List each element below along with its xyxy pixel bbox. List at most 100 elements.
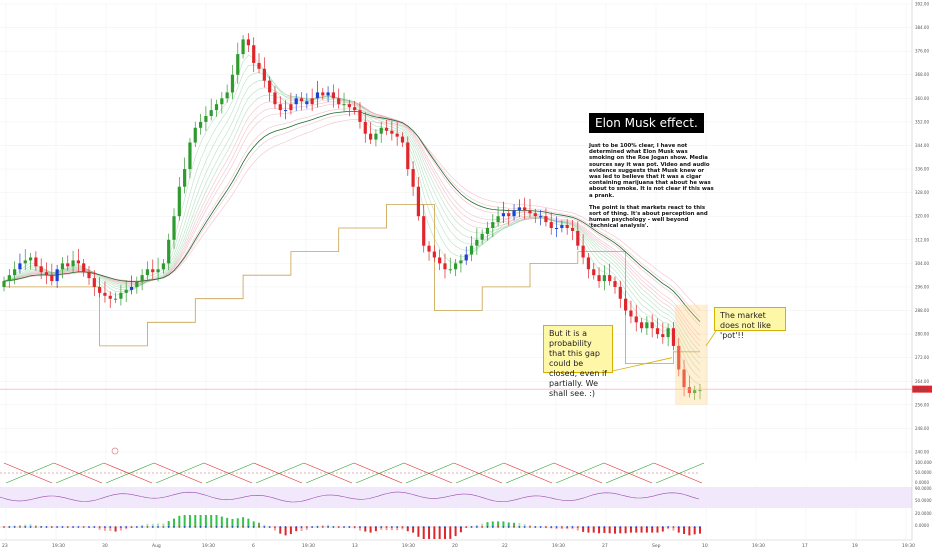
candle-body [289, 104, 293, 111]
osc3-dot [300, 526, 303, 528]
osc3-dot [401, 526, 404, 528]
candle-body [347, 104, 351, 108]
candle-body [629, 310, 633, 317]
candle-body [87, 272, 91, 279]
candle-body [156, 269, 160, 273]
osc3-histogram-bar [486, 522, 489, 527]
osc3-dot [8, 526, 11, 528]
osc3-histogram-bar [428, 527, 431, 539]
x-tick-label: 19 [852, 543, 858, 549]
osc3-dot [295, 526, 298, 528]
osc3-dot [305, 526, 308, 528]
candle-body [565, 225, 569, 228]
candle-body [602, 275, 606, 282]
osc3-dot [210, 526, 213, 528]
moving-average-ribbon [3, 54, 701, 386]
x-tick-label: 19:30 [552, 543, 565, 549]
osc3-histogram-bar [141, 524, 144, 527]
osc3-dot [183, 526, 186, 528]
osc3-dot [50, 526, 53, 528]
osc3-histogram-bar [513, 522, 516, 527]
osc1-red-line [3, 462, 703, 484]
candle-body [283, 110, 288, 112]
osc3-histogram-bar [167, 521, 170, 527]
gap-shaded-area [675, 304, 708, 405]
y-tick-label: 280.00 [915, 332, 929, 337]
osc3-dot [523, 526, 526, 528]
x-tick-label: 19:30 [302, 543, 315, 549]
y-tick-label: 240.00 [915, 450, 929, 455]
osc3-dot [146, 526, 149, 528]
osc3-histogram-bar [231, 518, 234, 527]
osc3-histogram-bar [598, 527, 601, 534]
osc3-histogram-bar [252, 521, 255, 527]
osc3-dot [199, 526, 202, 528]
osc3-histogram-bar [263, 524, 266, 527]
candle-body [28, 257, 33, 261]
osc3-dot [497, 526, 500, 528]
candle-body [34, 257, 38, 267]
ema-line [3, 80, 701, 365]
candle-body [368, 133, 373, 140]
osc3-histogram-bar [369, 527, 372, 533]
osc3-histogram-bar [475, 524, 478, 527]
candle-body [432, 251, 436, 258]
x-tick-label: 22 [502, 543, 508, 549]
osc1-tick-label: 50.0000 [915, 470, 932, 475]
y-tick-label: 256.00 [915, 402, 929, 407]
candle-body [177, 186, 181, 217]
oscillator-panel-2: 90.0000 50.0000 [0, 486, 932, 508]
candle-body [613, 281, 617, 287]
ema-line [3, 72, 701, 372]
osc3-histogram-bar [380, 527, 383, 530]
osc3-dot [167, 526, 170, 528]
osc3-dot [109, 526, 112, 528]
osc3-dot [454, 526, 457, 528]
osc2-tick-label: 90.0000 [915, 486, 932, 491]
candle-body [140, 275, 144, 282]
candle-body [570, 228, 575, 231]
osc3-dot [311, 526, 314, 528]
candle-body [13, 269, 17, 276]
candle-body [475, 239, 479, 246]
osc3-histogram-bar [374, 527, 377, 532]
osc3-histogram-bar [576, 527, 579, 531]
y-tick-label: 376.00 [915, 49, 929, 54]
osc3-dot [475, 526, 478, 528]
osc3-dot [449, 526, 452, 528]
candle-body [18, 263, 22, 270]
candle-body [273, 92, 277, 105]
osc3-dot [545, 526, 547, 528]
osc3-histogram-bar [194, 515, 197, 527]
osc3-dot [178, 526, 181, 528]
osc3-dot [507, 526, 510, 528]
osc3-histogram-bar [438, 527, 441, 539]
osc3-dot [247, 526, 250, 528]
osc3-histogram-bar [587, 527, 590, 533]
candle-body [193, 127, 197, 143]
osc2-tick-label: 50.0000 [915, 498, 932, 503]
osc3-dot [141, 526, 144, 528]
y-tick-label: 272.00 [915, 355, 929, 360]
candle-body [608, 275, 612, 282]
osc3-histogram-bar [183, 515, 186, 527]
osc3-histogram-bar [571, 527, 574, 530]
candle-body [220, 98, 224, 105]
candle-body [469, 245, 474, 255]
candle-body [129, 286, 134, 290]
y-tick-label: 336.00 [915, 167, 929, 172]
osc3-histogram-bar [157, 523, 160, 527]
candle-body [151, 269, 155, 273]
osc3-histogram-bar [507, 522, 510, 527]
osc3-histogram-bar [661, 527, 664, 532]
osc3-dot [555, 526, 558, 528]
osc3-histogram-bar [406, 527, 409, 532]
osc3-histogram-bar [672, 527, 675, 531]
osc3-dot [114, 526, 117, 528]
x-tick-label: 27 [602, 543, 608, 549]
candle-body [363, 121, 367, 134]
osc3-histogram-bar [651, 527, 654, 533]
candle-body [310, 98, 314, 105]
osc3-histogram-bar [364, 527, 367, 532]
osc3-dot [258, 526, 260, 528]
